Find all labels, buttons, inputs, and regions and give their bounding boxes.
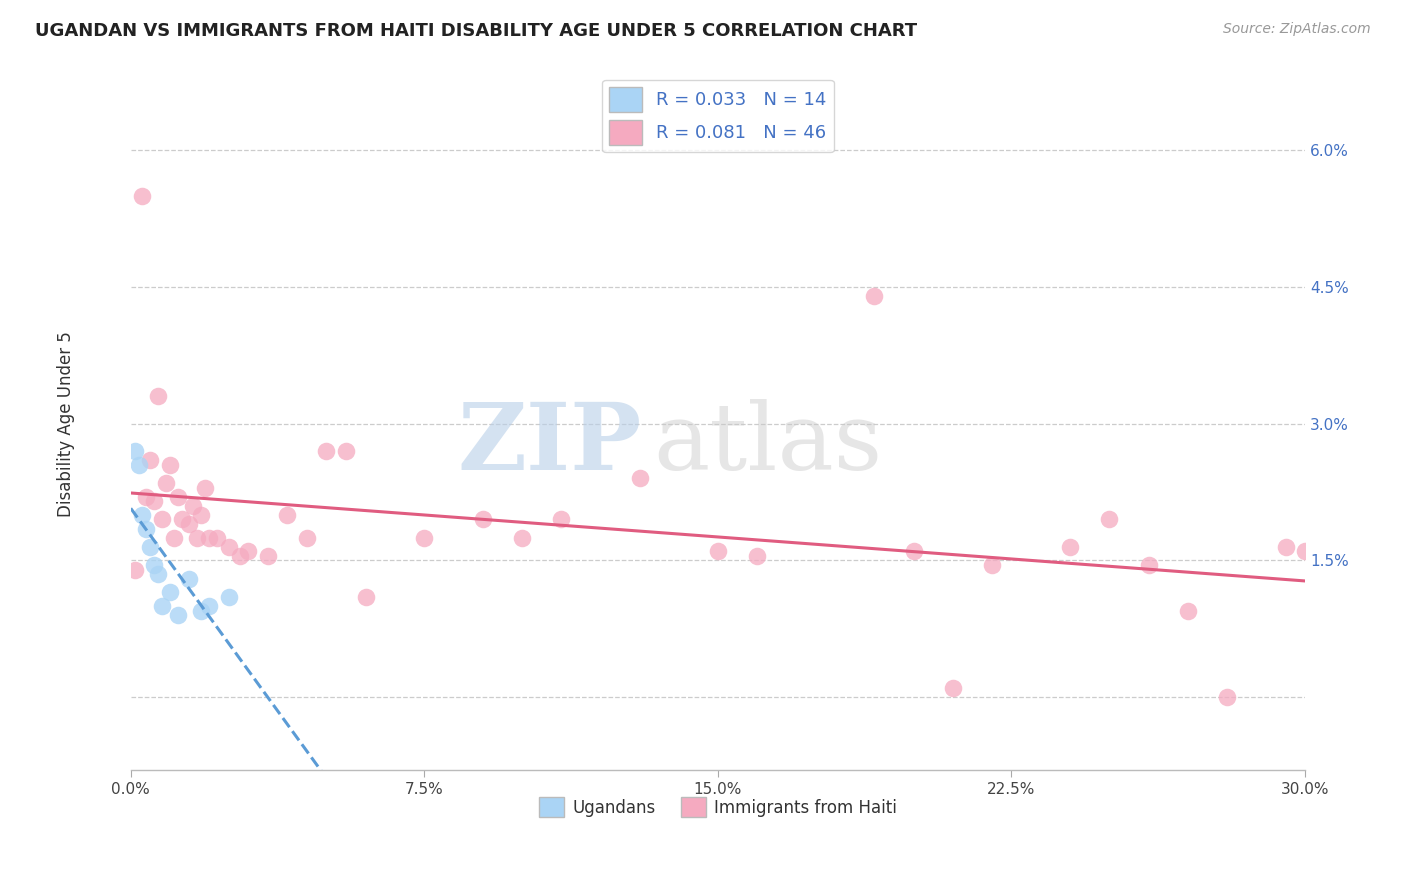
- Point: [550, 512, 572, 526]
- Point: [510, 531, 533, 545]
- Point: [150, 512, 173, 526]
- Point: [131, 189, 153, 203]
- Point: [256, 549, 278, 563]
- Text: ZIP: ZIP: [457, 400, 641, 490]
- Point: [163, 531, 186, 545]
- Point: [745, 549, 768, 563]
- Y-axis label: Disability Age Under 5: Disability Age Under 5: [58, 331, 75, 516]
- Point: [166, 608, 188, 623]
- Point: [143, 494, 166, 508]
- Point: [863, 289, 886, 303]
- Point: [238, 544, 260, 558]
- Point: [276, 508, 298, 522]
- Point: [198, 599, 221, 613]
- Point: [170, 512, 193, 526]
- Point: [218, 590, 240, 604]
- Point: [183, 499, 205, 513]
- Point: [980, 558, 1002, 572]
- Text: Source: ZipAtlas.com: Source: ZipAtlas.com: [1223, 22, 1371, 37]
- Point: [1216, 690, 1239, 704]
- Point: [155, 475, 177, 490]
- Point: [186, 531, 208, 545]
- Point: [194, 481, 217, 495]
- Point: [135, 490, 157, 504]
- Point: [1274, 540, 1296, 554]
- Point: [150, 599, 173, 613]
- Point: [124, 444, 146, 458]
- Point: [159, 458, 181, 472]
- Point: [166, 490, 188, 504]
- Point: [1177, 603, 1199, 617]
- Point: [146, 567, 169, 582]
- Point: [139, 453, 162, 467]
- Point: [131, 508, 153, 522]
- Point: [190, 508, 212, 522]
- Point: [198, 531, 221, 545]
- Point: [707, 544, 730, 558]
- Point: [1137, 558, 1160, 572]
- Point: [942, 681, 965, 695]
- Point: [205, 531, 228, 545]
- Point: [1059, 540, 1081, 554]
- Text: UGANDAN VS IMMIGRANTS FROM HAITI DISABILITY AGE UNDER 5 CORRELATION CHART: UGANDAN VS IMMIGRANTS FROM HAITI DISABIL…: [35, 22, 917, 40]
- Point: [128, 458, 150, 472]
- Point: [159, 585, 181, 599]
- Point: [413, 531, 436, 545]
- Point: [135, 522, 157, 536]
- Point: [472, 512, 495, 526]
- Point: [295, 531, 318, 545]
- Point: [1294, 544, 1316, 558]
- Point: [179, 572, 201, 586]
- Point: [146, 389, 169, 403]
- Point: [124, 562, 146, 576]
- Point: [190, 603, 212, 617]
- Point: [139, 540, 162, 554]
- Text: atlas: atlas: [654, 400, 883, 490]
- Point: [229, 549, 252, 563]
- Point: [218, 540, 240, 554]
- Point: [179, 516, 201, 531]
- Point: [354, 590, 377, 604]
- Point: [315, 444, 337, 458]
- Point: [1098, 512, 1121, 526]
- Point: [903, 544, 925, 558]
- Point: [335, 444, 357, 458]
- Point: [143, 558, 166, 572]
- Legend: Ugandans, Immigrants from Haiti: Ugandans, Immigrants from Haiti: [533, 790, 904, 824]
- Point: [628, 471, 651, 485]
